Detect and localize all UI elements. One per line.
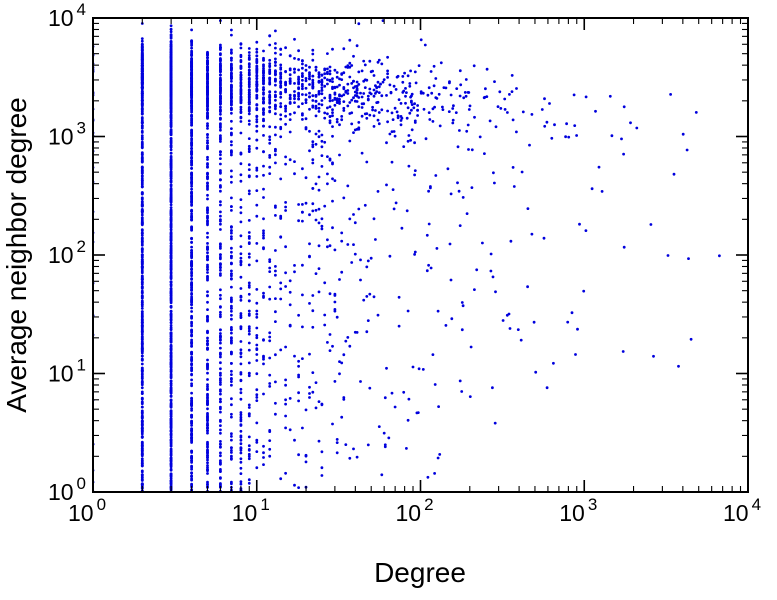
x-tick-label: 10 1 bbox=[232, 495, 270, 526]
data-points bbox=[93, 19, 721, 492]
y-axis-label: Average neighbor degree bbox=[1, 97, 32, 413]
x-tick-label: 10 3 bbox=[559, 495, 597, 526]
x-tick-label: 10 2 bbox=[395, 495, 433, 526]
y-tick-label: 10 2 bbox=[48, 237, 86, 268]
y-tick-label: 10 4 bbox=[48, 0, 86, 31]
x-axis-label: Degree bbox=[374, 557, 466, 588]
y-tick-label: 10 1 bbox=[48, 356, 86, 387]
x-tick-label: 10 0 bbox=[68, 495, 106, 526]
axes bbox=[92, 17, 749, 493]
x-tick-label: 10 4 bbox=[723, 495, 761, 526]
y-tick-label: 10 3 bbox=[48, 119, 86, 150]
tick-labels: 10 0 10 1 10 2 10 3 10 410 010 110 210 310 4 bbox=[48, 0, 761, 526]
